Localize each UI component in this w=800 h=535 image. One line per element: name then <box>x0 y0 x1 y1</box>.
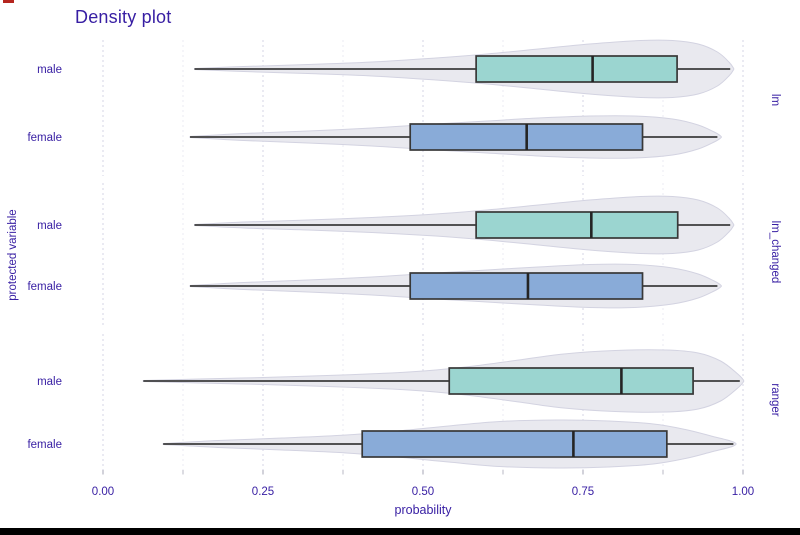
facet-label-lm: lm <box>769 94 781 106</box>
x-tick-label: 0.75 <box>572 486 594 498</box>
category-label-lm-male: male <box>37 64 62 76</box>
box-lm_changed-male <box>475 211 679 239</box>
box-lm_changed-female <box>409 272 644 300</box>
category-label-lm_changed-male: male <box>37 220 62 232</box>
corner-artifact-mark <box>3 0 14 3</box>
box-lm-male <box>475 55 678 83</box>
y-axis-label: protected variable <box>7 209 19 301</box>
box-ranger-male <box>448 367 694 395</box>
category-label-ranger-male: male <box>37 376 62 388</box>
bottom-border-bar <box>0 528 800 535</box>
chart-title: Density plot <box>75 7 172 27</box>
category-label-lm_changed-female: female <box>27 281 62 293</box>
x-axis-label: probability <box>394 503 452 517</box>
x-tick-label: 0.25 <box>252 486 274 498</box>
category-label-ranger-female: female <box>27 439 62 451</box>
facet-label-ranger: ranger <box>769 383 781 416</box>
x-tick-label: 0.50 <box>412 486 434 498</box>
x-tick-label: 0.00 <box>92 486 114 498</box>
category-label-lm-female: female <box>27 132 62 144</box>
facet-label-lm_changed: lm_changed <box>769 221 781 284</box>
box-ranger-female <box>361 430 668 458</box>
x-tick-label: 1.00 <box>732 486 754 498</box>
